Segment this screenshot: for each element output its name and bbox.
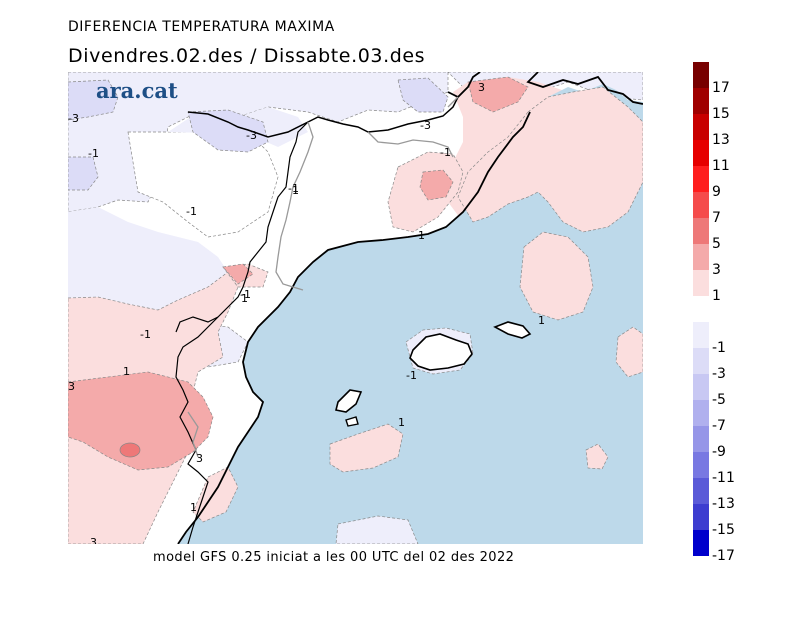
- regional-border: [175, 121, 309, 544]
- contour-label: -1: [186, 205, 197, 218]
- regional-border-2: [175, 316, 219, 333]
- legend-swatch: [693, 374, 709, 400]
- warm-shading-medium: [68, 76, 529, 471]
- contour-label: 1: [123, 365, 130, 378]
- color-legend: 17 15 13 11 9 7 5 3 1 -1 -3 -5 -7 -9 -11 -13 -15 -17: [693, 62, 735, 560]
- legend-swatch: [693, 348, 709, 374]
- legend-swatch: [693, 62, 709, 88]
- coastline: [177, 72, 643, 544]
- island-formentera: [345, 416, 359, 427]
- contour-label: 1: [398, 416, 405, 429]
- legend-label: -7: [712, 418, 726, 434]
- contour-label: -1: [440, 146, 451, 159]
- map-subtitle: Divendres.02.des / Dissabte.03.des: [68, 45, 426, 67]
- legend-swatch: [693, 218, 709, 244]
- legend-label: -1: [712, 340, 726, 356]
- legend-label: 13: [712, 132, 730, 148]
- legend-cool-scale: -1 -3 -5 -7 -9 -11 -13 -15 -17: [693, 322, 735, 560]
- legend-swatch: [693, 452, 709, 478]
- legend-label: -5: [712, 392, 726, 408]
- legend-label: 1: [712, 288, 721, 304]
- legend-swatch: [693, 244, 709, 270]
- contour-label: -1: [288, 182, 299, 195]
- temperature-difference-map: -3 -3 -3 -1 -1 -1 -1 -1 -1 -1 1 1 1 1 1 …: [68, 72, 643, 544]
- contour-label: -3: [420, 119, 431, 132]
- map-title: DIFERENCIA TEMPERATURA MAXIMA: [68, 19, 335, 35]
- contour-label: -1: [406, 369, 417, 382]
- contour-label: -1: [88, 147, 99, 160]
- contour-label: -1: [240, 288, 251, 301]
- legend-label: 5: [712, 236, 721, 252]
- mediterranean-sea: [178, 84, 643, 544]
- legend-label: 17: [712, 80, 730, 96]
- legend-label: -13: [712, 496, 735, 512]
- island-mallorca: [409, 333, 473, 371]
- legend-swatch: [693, 400, 709, 426]
- national-border: [187, 96, 459, 138]
- legend-swatch: [693, 88, 709, 114]
- contour-label: 3: [478, 81, 485, 94]
- legend-label: -17: [712, 548, 735, 560]
- contour-label: 1: [418, 229, 425, 242]
- legend-label: 7: [712, 210, 721, 226]
- province-border: [187, 96, 459, 458]
- legend-swatch: [693, 114, 709, 140]
- contour-label: -3: [246, 129, 257, 142]
- legend-label: -11: [712, 470, 735, 486]
- island-menorca: [493, 321, 532, 339]
- legend-swatch: [693, 192, 709, 218]
- model-info-footer: model GFS 0.25 iniciat a les 00 UTC del …: [153, 550, 515, 565]
- legend-label: 15: [712, 106, 730, 122]
- sea-cool-area-south: [335, 515, 419, 544]
- legend-label: 9: [712, 184, 721, 200]
- legend-swatch: [693, 166, 709, 192]
- contour-label: 1: [241, 292, 248, 305]
- legend-label: 3: [712, 262, 721, 278]
- contour-label: 1: [538, 314, 545, 327]
- legend-label: -9: [712, 444, 726, 460]
- legend-label: -15: [712, 522, 735, 538]
- ara-cat-logo: ara.cat: [96, 78, 178, 103]
- legend-swatch: [693, 426, 709, 452]
- contour-labels: -3 -3 -3 -1 -1 -1 -1 -1 -1 -1 1 1 1 1 1 …: [68, 81, 545, 544]
- cool-shading-medium: [68, 77, 449, 191]
- contour-label: 3: [68, 380, 75, 393]
- legend-swatch: [693, 140, 709, 166]
- legend-swatch: [693, 530, 709, 556]
- contour-label: -1: [140, 328, 151, 341]
- contour-label: 3: [90, 536, 97, 544]
- legend-label: -3: [712, 366, 726, 382]
- contour-label: 1: [292, 184, 299, 197]
- legend-warm-scale: 17 15 13 11 9 7 5 3 1: [693, 62, 730, 304]
- warm-hotspot: [119, 442, 141, 458]
- contour-label: 3: [196, 452, 203, 465]
- legend-label: 11: [712, 158, 730, 174]
- contour-label: -3: [68, 112, 79, 125]
- contour-label: 1: [190, 501, 197, 514]
- island-ibiza: [335, 389, 363, 413]
- legend-swatch: [693, 504, 709, 530]
- legend-swatch: [693, 322, 709, 348]
- legend-swatch: [693, 270, 709, 296]
- legend-swatch: [693, 478, 709, 504]
